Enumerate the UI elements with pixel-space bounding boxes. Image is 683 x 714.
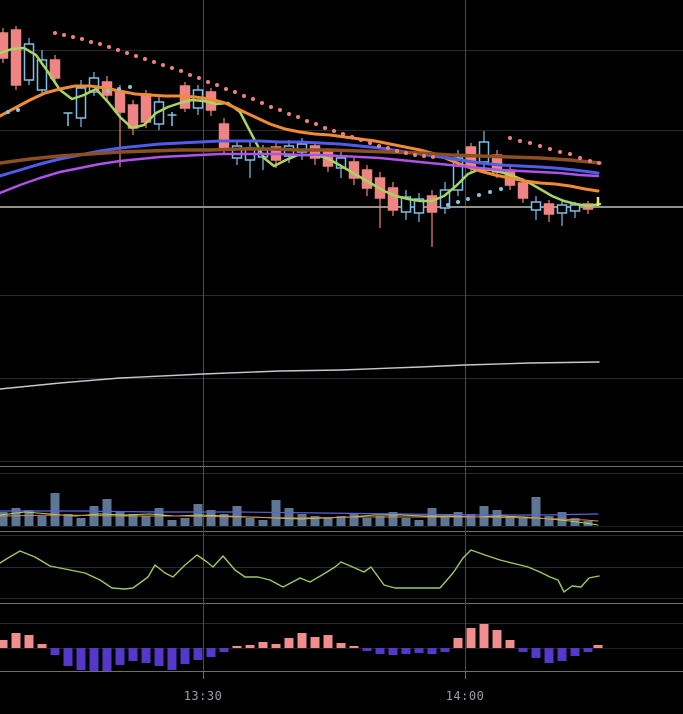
volume-bars-layer: [0, 493, 593, 526]
moving-averages-layer: [0, 46, 602, 208]
time-axis-label-1330: 13:30: [183, 689, 223, 703]
time-axis-label-1400: 14:00: [445, 689, 485, 703]
candles-layer: [0, 26, 594, 247]
oscillator-layer: [0, 549, 600, 593]
gridlines-layer: [0, 0, 683, 672]
macd-histogram-layer: [0, 624, 603, 671]
psar-dots-layer: [6, 31, 601, 207]
volume-ma-lines-layer: [0, 510, 599, 526]
time-axis-layer: [203, 671, 466, 679]
trend-line-layer: [0, 361, 600, 390]
